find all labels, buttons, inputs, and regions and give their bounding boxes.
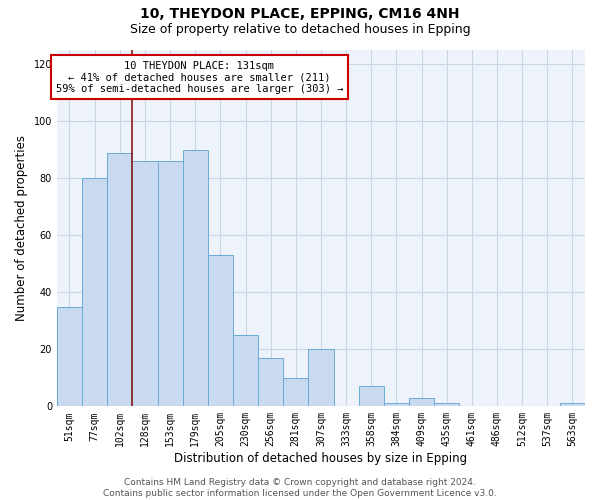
Text: Size of property relative to detached houses in Epping: Size of property relative to detached ho… [130,22,470,36]
Text: 10 THEYDON PLACE: 131sqm
← 41% of detached houses are smaller (211)
59% of semi-: 10 THEYDON PLACE: 131sqm ← 41% of detach… [56,60,343,94]
Bar [258,358,283,406]
X-axis label: Distribution of detached houses by size in Epping: Distribution of detached houses by size … [175,452,467,465]
Bar [133,161,158,406]
Bar [283,378,308,406]
Bar [308,350,334,406]
Bar [233,335,258,406]
Bar [409,398,434,406]
Bar [434,404,459,406]
Bar [82,178,107,406]
Text: 10, THEYDON PLACE, EPPING, CM16 4NH: 10, THEYDON PLACE, EPPING, CM16 4NH [140,8,460,22]
Bar [384,404,409,406]
Text: Contains HM Land Registry data © Crown copyright and database right 2024.
Contai: Contains HM Land Registry data © Crown c… [103,478,497,498]
Bar [359,386,384,406]
Bar [107,152,133,406]
Y-axis label: Number of detached properties: Number of detached properties [15,135,28,321]
Bar [560,404,585,406]
Bar [208,255,233,406]
Bar [182,150,208,406]
Bar [57,306,82,406]
Bar [158,161,182,406]
